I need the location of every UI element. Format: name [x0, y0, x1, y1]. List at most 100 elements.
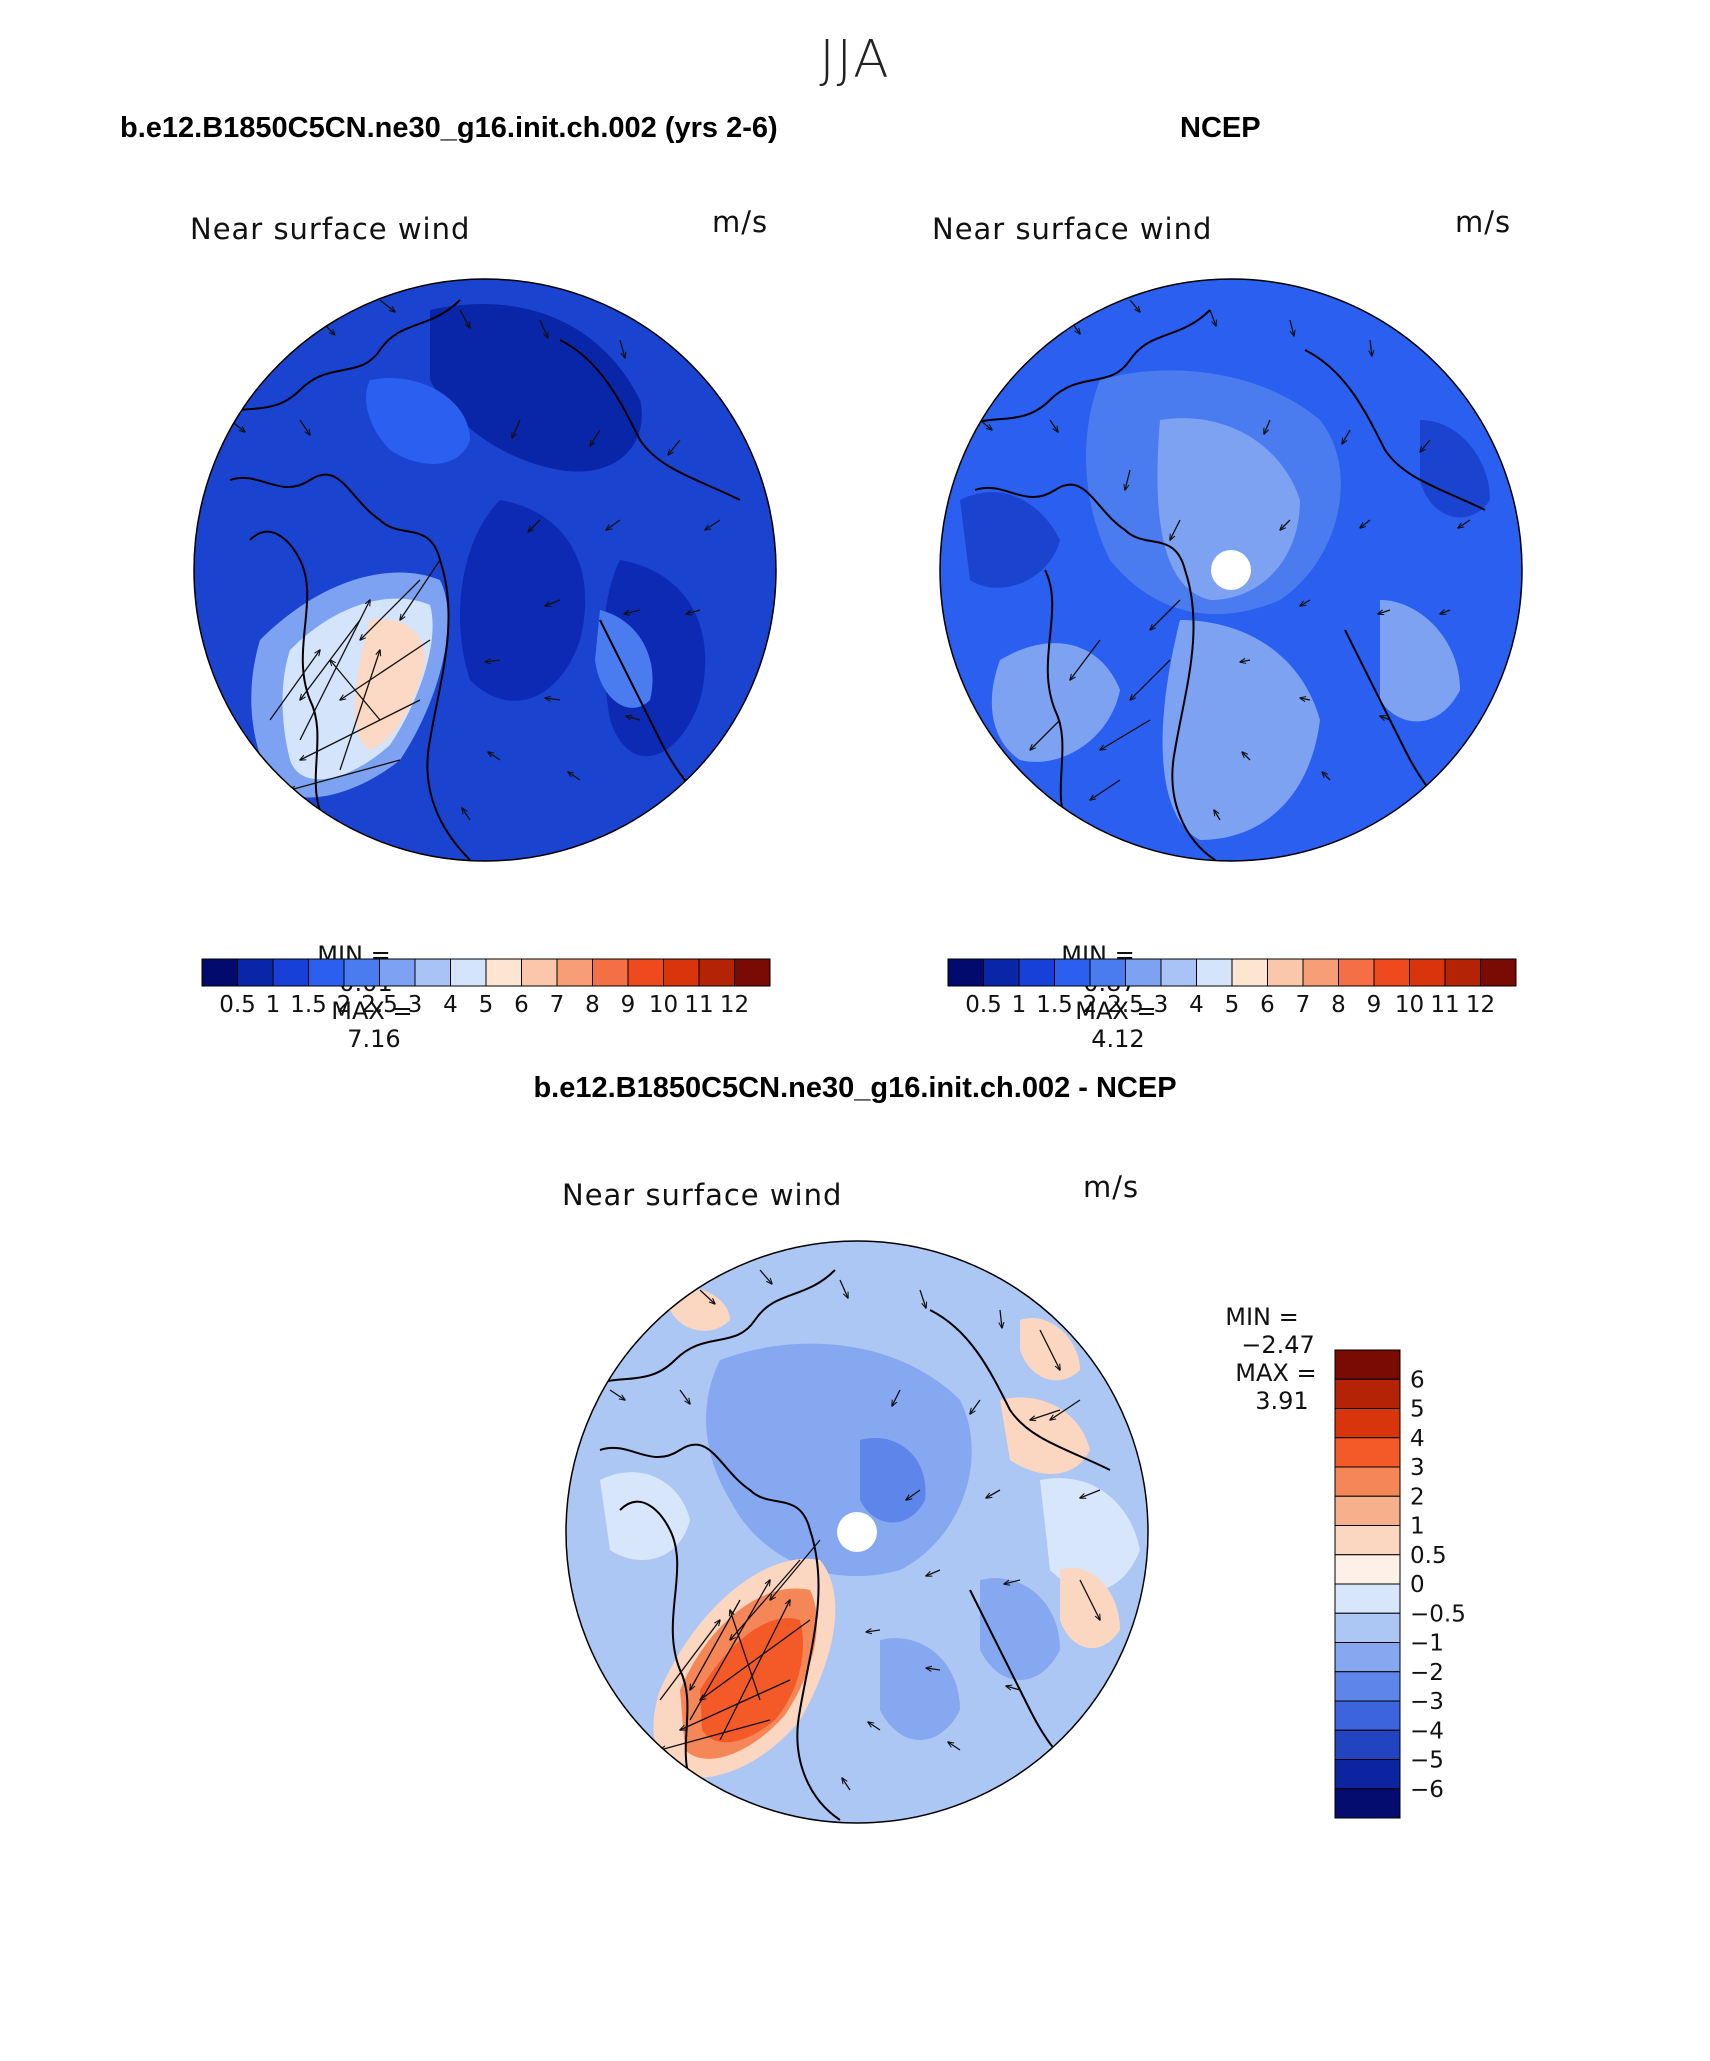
diff-field-warm-3: [700, 1618, 803, 1743]
left-units-label: m/s: [712, 205, 769, 239]
diff-colorbar-box: [1334, 1466, 1401, 1497]
right-colorbar-box: [1373, 958, 1410, 987]
left-max-value: 7.16: [347, 1025, 401, 1053]
right-colorbar-tick: 2.5: [1107, 992, 1144, 1018]
diff-colorbar-box: [1334, 1700, 1401, 1731]
diff-min-label: MIN =: [1225, 1303, 1299, 1331]
left-colorbar-tick: 4: [443, 992, 458, 1018]
season-title: JJA: [819, 30, 891, 90]
diff-colorbar-box: [1334, 1525, 1401, 1556]
right-colorbar-box: [1267, 958, 1304, 987]
diff-max-label: MAX =: [1235, 1359, 1317, 1387]
diff-field-warm-5: [1060, 1568, 1120, 1649]
right-colorbar-box: [983, 958, 1020, 987]
left-colorbar: 0.5 1 1.5 2 2.5 3 4 5 6 7 8 9 10 11 12: [201, 958, 771, 1018]
left-colorbar-box: [627, 958, 664, 987]
left-colorbar-tick: 8: [585, 992, 600, 1018]
right-colorbar-box: [1054, 958, 1091, 987]
left-panel-title: b.e12.B1850C5CN.ne30_g16.init.ch.002 (yr…: [120, 112, 778, 144]
left-wind-vectors: [229, 299, 721, 821]
right-max-value: 4.12: [1091, 1025, 1145, 1053]
right-colorbar-tick: 11: [1430, 992, 1459, 1018]
left-colorbar-box: [308, 958, 345, 987]
right-units-label: m/s: [1455, 205, 1512, 239]
right-colorbar-tick: 10: [1395, 992, 1424, 1018]
diff-colorbar-box: [1334, 1759, 1401, 1790]
left-colorbar-tick: 12: [720, 992, 749, 1018]
right-wind-vectors: [979, 299, 1471, 821]
left-colorbar-box: [521, 958, 558, 987]
left-colorbar-box: [272, 958, 309, 987]
diff-variable-label: Near surface wind: [562, 1178, 843, 1212]
right-panel-title: NCEP: [1180, 112, 1261, 144]
diff-max-value: 3.91: [1255, 1387, 1309, 1415]
right-colorbar-tick: 4: [1189, 992, 1204, 1018]
left-colorbar-box: [414, 958, 451, 987]
diff-map: [565, 1240, 1149, 1824]
left-field-dark-1: [430, 304, 642, 472]
diff-map-border: [565, 1240, 1149, 1824]
right-colorbar-tick: 3: [1154, 992, 1169, 1018]
diff-colorbar-box: [1334, 1642, 1401, 1673]
left-field-warm: [355, 619, 425, 750]
diff-colorbar-tick: 6: [1410, 1367, 1425, 1393]
right-colorbar-tick: 2: [1083, 992, 1098, 1018]
diff-colorbar-box: [1334, 1671, 1401, 1702]
diff-colorbar-tick: −6: [1410, 1777, 1444, 1803]
diff-colorbar-tick: −2: [1410, 1660, 1444, 1686]
right-colorbar-tick: 5: [1225, 992, 1240, 1018]
right-colorbar-box: [1125, 958, 1162, 987]
diff-field-dark-1: [860, 1438, 926, 1523]
diff-field-light-2: [1040, 1478, 1140, 1591]
right-colorbar-tick: 1.5: [1036, 992, 1073, 1018]
left-colorbar-box: [556, 958, 593, 987]
right-max-label: MAX =: [1075, 997, 1157, 1025]
right-colorbar-box: [1480, 958, 1517, 987]
left-colorbar-tick: 2.5: [361, 992, 398, 1018]
diff-colorbar-box: [1334, 1349, 1401, 1380]
diff-colorbar-tick: 4: [1410, 1426, 1425, 1452]
right-colorbar-box: [1444, 958, 1481, 987]
diff-panel-title: b.e12.B1850C5CN.ne30_g16.init.ch.002 - N…: [533, 1072, 1177, 1104]
diff-colorbar-tick: 0.5: [1410, 1543, 1447, 1569]
diff-colorbar-tick: 3: [1410, 1455, 1425, 1481]
diff-colorbar-tick: −1: [1410, 1631, 1444, 1657]
left-colorbar-tick: 1: [266, 992, 281, 1018]
left-colorbar-box: [663, 958, 700, 987]
right-colorbar-box: [1196, 958, 1233, 987]
right-colorbar-tick: 6: [1260, 992, 1275, 1018]
diff-colorbar-box: [1334, 1554, 1401, 1585]
diff-colorbar-box: [1334, 1729, 1401, 1760]
left-colorbar-tick: 10: [649, 992, 678, 1018]
diff-colorbar-tick: −4: [1410, 1718, 1444, 1744]
left-colorbar-tick: 11: [684, 992, 713, 1018]
diff-min-value: −2.47: [1241, 1331, 1315, 1359]
right-colorbar-tick: 9: [1367, 992, 1382, 1018]
right-colorbar-tick: 1: [1012, 992, 1027, 1018]
left-colorbar-box: [450, 958, 487, 987]
left-colorbar-box: [592, 958, 629, 987]
left-colorbar-box: [201, 958, 238, 987]
diff-colorbar-tick: 5: [1410, 1397, 1425, 1423]
diff-wind-vectors: [609, 1269, 1100, 1791]
left-colorbar-box: [237, 958, 274, 987]
diff-colorbar-box: [1334, 1788, 1401, 1819]
right-map-border: [939, 278, 1523, 862]
right-colorbar-tick: 0.5: [965, 992, 1002, 1018]
right-map: [939, 278, 1523, 862]
left-colorbar-tick: 9: [621, 992, 636, 1018]
left-colorbar-box: [485, 958, 522, 987]
diff-colorbar-tick: 1: [1410, 1514, 1425, 1540]
right-field-dark-2: [1420, 420, 1490, 518]
diff-units-label: m/s: [1083, 1170, 1140, 1204]
diff-colorbar-tick: −0.5: [1410, 1601, 1466, 1627]
left-map-border: [193, 278, 777, 862]
diff-colorbar-tick: 2: [1410, 1484, 1425, 1510]
right-colorbar: 0.5 1 1.5 2 2.5 3 4 5 6 7 8 9 10 11 12: [947, 958, 1517, 1018]
left-colorbar-tick: 7: [550, 992, 565, 1018]
left-colorbar-box: [734, 958, 771, 987]
left-colorbar-tick: 3: [408, 992, 423, 1018]
left-colorbar-tick: 1.5: [290, 992, 327, 1018]
left-variable-label: Near surface wind: [190, 212, 471, 246]
